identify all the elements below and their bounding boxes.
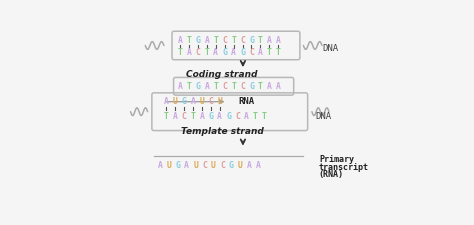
Text: T: T [213, 82, 218, 91]
Text: U: U [193, 161, 198, 170]
Text: A: A [258, 48, 263, 57]
Text: Template strand: Template strand [181, 127, 264, 136]
Text: A: A [213, 48, 218, 57]
Text: C: C [235, 112, 240, 121]
Text: A: A [244, 112, 249, 121]
Text: T: T [178, 48, 182, 57]
Text: A: A [204, 82, 210, 91]
Text: G: G [196, 36, 201, 45]
Text: (RNA): (RNA) [319, 170, 344, 179]
Text: T: T [276, 48, 281, 57]
Text: T: T [253, 112, 258, 121]
Text: T: T [164, 112, 169, 121]
Text: C: C [209, 97, 213, 106]
Text: DNA: DNA [315, 112, 331, 121]
Text: C: C [222, 36, 227, 45]
Text: A: A [204, 36, 210, 45]
Text: C: C [202, 161, 207, 170]
Text: T: T [231, 36, 236, 45]
Text: A: A [231, 48, 236, 57]
Text: U: U [200, 97, 204, 106]
Text: RNA: RNA [238, 97, 255, 106]
Text: C: C [196, 48, 201, 57]
Text: U: U [217, 97, 222, 106]
Text: transcript: transcript [319, 163, 369, 172]
Text: T: T [213, 36, 218, 45]
Text: T: T [258, 82, 263, 91]
Text: T: T [204, 48, 210, 57]
Text: A: A [267, 36, 272, 45]
Text: G: G [229, 161, 234, 170]
Text: A: A [246, 161, 252, 170]
Text: A: A [276, 82, 281, 91]
Text: U: U [238, 161, 243, 170]
Text: G: G [249, 36, 254, 45]
Text: G: G [209, 112, 213, 121]
Text: C: C [240, 82, 245, 91]
Text: C: C [222, 82, 227, 91]
Text: T: T [267, 48, 272, 57]
Text: A: A [164, 97, 169, 106]
Text: A: A [191, 97, 195, 106]
Text: T: T [191, 112, 195, 121]
Text: C: C [240, 36, 245, 45]
Text: T: T [187, 36, 191, 45]
Text: G: G [182, 97, 186, 106]
Text: U: U [211, 161, 216, 170]
Text: A: A [187, 48, 191, 57]
Text: A: A [217, 112, 222, 121]
Text: G: G [222, 48, 227, 57]
Text: Primary: Primary [319, 155, 354, 164]
Text: A: A [157, 161, 163, 170]
Text: C: C [220, 161, 225, 170]
Text: U: U [166, 161, 171, 170]
Text: T: T [262, 112, 267, 121]
Text: A: A [255, 161, 261, 170]
Text: G: G [196, 82, 201, 91]
Text: C: C [249, 48, 254, 57]
Text: G: G [226, 112, 231, 121]
Text: G: G [240, 48, 245, 57]
Text: A: A [178, 36, 182, 45]
Text: A: A [267, 82, 272, 91]
Text: G: G [175, 161, 180, 170]
Text: A: A [200, 112, 204, 121]
Text: A: A [184, 161, 189, 170]
Text: G: G [249, 82, 254, 91]
Text: Coding strand: Coding strand [186, 70, 258, 79]
Text: U: U [173, 97, 178, 106]
Text: A: A [178, 82, 182, 91]
Text: A: A [276, 36, 281, 45]
Text: A: A [173, 112, 178, 121]
Text: DNA: DNA [323, 44, 339, 53]
Text: T: T [187, 82, 191, 91]
Text: C: C [182, 112, 186, 121]
Text: T: T [258, 36, 263, 45]
Text: T: T [231, 82, 236, 91]
